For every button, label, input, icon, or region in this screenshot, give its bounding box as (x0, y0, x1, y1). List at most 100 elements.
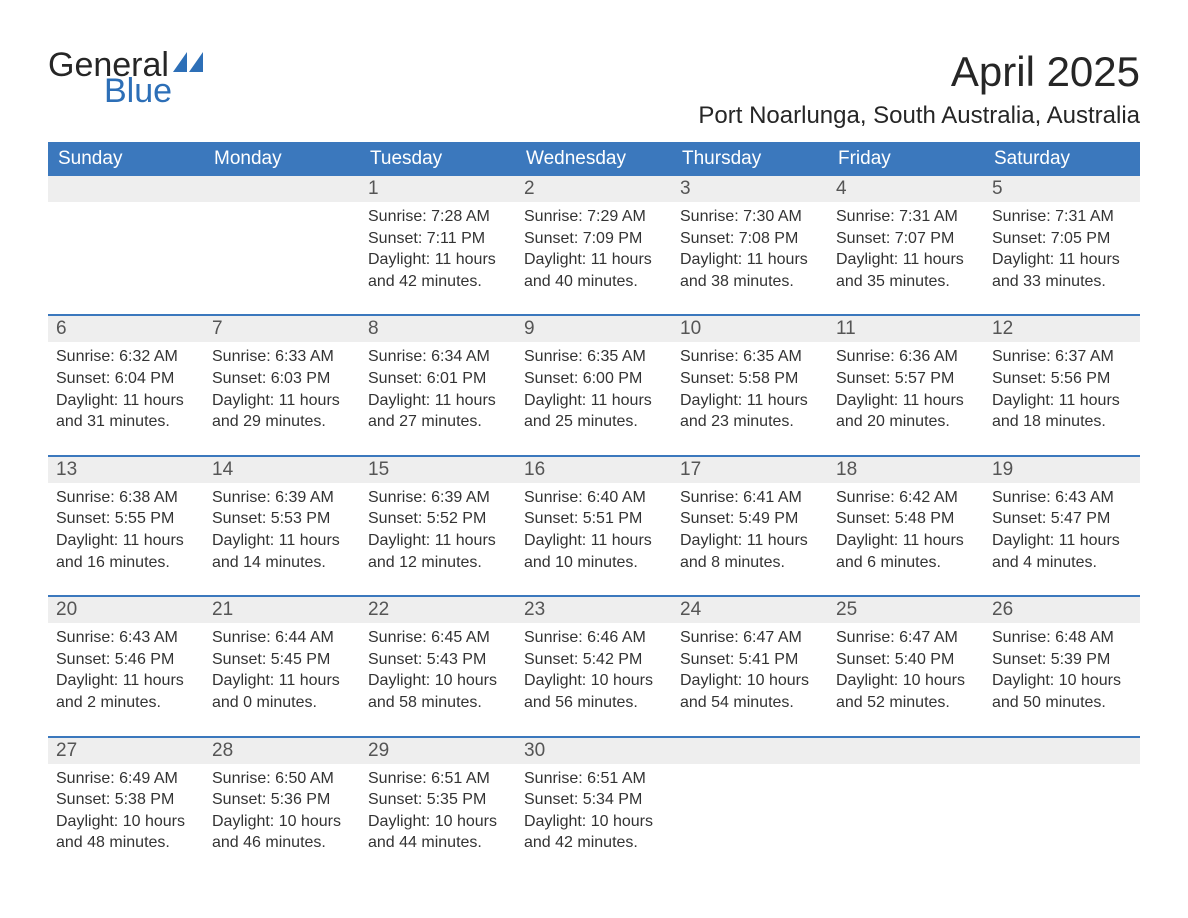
day-number: 4 (828, 176, 984, 202)
daylight-text: Daylight: 11 hours and 35 minutes. (836, 249, 976, 292)
day-number: 1 (360, 176, 516, 202)
daynum-row: 20212223242526 (48, 597, 1140, 623)
daylight-text: Daylight: 11 hours and 33 minutes. (992, 249, 1132, 292)
day-cell (828, 764, 984, 862)
day-cell: Sunrise: 6:49 AMSunset: 5:38 PMDaylight:… (48, 764, 204, 862)
content-row: Sunrise: 6:43 AMSunset: 5:46 PMDaylight:… (48, 623, 1140, 721)
sunrise-text: Sunrise: 6:42 AM (836, 487, 976, 509)
sunset-text: Sunset: 7:11 PM (368, 228, 508, 250)
week-row: 27282930 Sunrise: 6:49 AMSunset: 5:38 PMD… (48, 736, 1140, 862)
day-cell: Sunrise: 6:43 AMSunset: 5:47 PMDaylight:… (984, 483, 1140, 581)
sunrise-text: Sunrise: 6:33 AM (212, 346, 352, 368)
sunrise-text: Sunrise: 6:39 AM (212, 487, 352, 509)
day-cell: Sunrise: 6:42 AMSunset: 5:48 PMDaylight:… (828, 483, 984, 581)
day-cell: Sunrise: 6:37 AMSunset: 5:56 PMDaylight:… (984, 342, 1140, 440)
daylight-text: Daylight: 11 hours and 4 minutes. (992, 530, 1132, 573)
sunrise-text: Sunrise: 6:39 AM (368, 487, 508, 509)
sunset-text: Sunset: 6:04 PM (56, 368, 196, 390)
sunrise-text: Sunrise: 6:43 AM (992, 487, 1132, 509)
day-cell: Sunrise: 6:45 AMSunset: 5:43 PMDaylight:… (360, 623, 516, 721)
day-number (828, 738, 984, 764)
daylight-text: Daylight: 10 hours and 58 minutes. (368, 670, 508, 713)
daylight-text: Daylight: 11 hours and 6 minutes. (836, 530, 976, 573)
daylight-text: Daylight: 10 hours and 46 minutes. (212, 811, 352, 854)
day-cell: Sunrise: 6:39 AMSunset: 5:52 PMDaylight:… (360, 483, 516, 581)
day-cell: Sunrise: 6:48 AMSunset: 5:39 PMDaylight:… (984, 623, 1140, 721)
sunset-text: Sunset: 5:39 PM (992, 649, 1132, 671)
day-number (48, 176, 204, 202)
day-number: 27 (48, 738, 204, 764)
day-number: 12 (984, 316, 1140, 342)
day-cell: Sunrise: 6:47 AMSunset: 5:41 PMDaylight:… (672, 623, 828, 721)
daylight-text: Daylight: 11 hours and 12 minutes. (368, 530, 508, 573)
daylight-text: Daylight: 11 hours and 10 minutes. (524, 530, 664, 573)
day-header: Sunday (48, 142, 204, 176)
sunrise-text: Sunrise: 6:40 AM (524, 487, 664, 509)
sunrise-text: Sunrise: 7:30 AM (680, 206, 820, 228)
sunset-text: Sunset: 7:07 PM (836, 228, 976, 250)
daylight-text: Daylight: 11 hours and 0 minutes. (212, 670, 352, 713)
day-cell: Sunrise: 6:40 AMSunset: 5:51 PMDaylight:… (516, 483, 672, 581)
sunset-text: Sunset: 5:40 PM (836, 649, 976, 671)
day-number: 28 (204, 738, 360, 764)
day-cell: Sunrise: 6:32 AMSunset: 6:04 PMDaylight:… (48, 342, 204, 440)
day-cell: Sunrise: 6:46 AMSunset: 5:42 PMDaylight:… (516, 623, 672, 721)
sunrise-text: Sunrise: 6:51 AM (368, 768, 508, 790)
day-number: 30 (516, 738, 672, 764)
sunrise-text: Sunrise: 7:31 AM (992, 206, 1132, 228)
day-number: 25 (828, 597, 984, 623)
day-number: 18 (828, 457, 984, 483)
day-cell: Sunrise: 7:31 AMSunset: 7:05 PMDaylight:… (984, 202, 1140, 300)
day-cell: Sunrise: 6:51 AMSunset: 5:35 PMDaylight:… (360, 764, 516, 862)
sunset-text: Sunset: 7:08 PM (680, 228, 820, 250)
day-header: Tuesday (360, 142, 516, 176)
day-number: 29 (360, 738, 516, 764)
daynum-row: 12345 (48, 176, 1140, 202)
daylight-text: Daylight: 10 hours and 52 minutes. (836, 670, 976, 713)
sunrise-text: Sunrise: 6:36 AM (836, 346, 976, 368)
daylight-text: Daylight: 11 hours and 40 minutes. (524, 249, 664, 292)
month-title: April 2025 (698, 48, 1140, 96)
day-number: 20 (48, 597, 204, 623)
daylight-text: Daylight: 11 hours and 23 minutes. (680, 390, 820, 433)
daylight-text: Daylight: 11 hours and 2 minutes. (56, 670, 196, 713)
daylight-text: Daylight: 11 hours and 20 minutes. (836, 390, 976, 433)
sunset-text: Sunset: 5:49 PM (680, 508, 820, 530)
week-row: 20212223242526Sunrise: 6:43 AMSunset: 5:… (48, 595, 1140, 721)
sunset-text: Sunset: 5:34 PM (524, 789, 664, 811)
sunset-text: Sunset: 5:53 PM (212, 508, 352, 530)
day-number: 24 (672, 597, 828, 623)
day-number (204, 176, 360, 202)
sunset-text: Sunset: 5:36 PM (212, 789, 352, 811)
day-cell: Sunrise: 7:28 AMSunset: 7:11 PMDaylight:… (360, 202, 516, 300)
logo-flag-icon (173, 52, 203, 76)
daylight-text: Daylight: 11 hours and 25 minutes. (524, 390, 664, 433)
sunset-text: Sunset: 7:09 PM (524, 228, 664, 250)
day-header-row: Sunday Monday Tuesday Wednesday Thursday… (48, 142, 1140, 176)
daylight-text: Daylight: 11 hours and 8 minutes. (680, 530, 820, 573)
sunset-text: Sunset: 5:45 PM (212, 649, 352, 671)
day-number (984, 738, 1140, 764)
day-cell: Sunrise: 6:41 AMSunset: 5:49 PMDaylight:… (672, 483, 828, 581)
day-cell: Sunrise: 6:44 AMSunset: 5:45 PMDaylight:… (204, 623, 360, 721)
sunset-text: Sunset: 6:01 PM (368, 368, 508, 390)
daylight-text: Daylight: 10 hours and 54 minutes. (680, 670, 820, 713)
weeks-container: 12345Sunrise: 7:28 AMSunset: 7:11 PMDayl… (48, 176, 1140, 862)
day-number: 13 (48, 457, 204, 483)
title-block: April 2025 Port Noarlunga, South Austral… (698, 48, 1140, 130)
day-cell: Sunrise: 6:47 AMSunset: 5:40 PMDaylight:… (828, 623, 984, 721)
day-number: 16 (516, 457, 672, 483)
sunrise-text: Sunrise: 6:48 AM (992, 627, 1132, 649)
day-number: 7 (204, 316, 360, 342)
daylight-text: Daylight: 10 hours and 56 minutes. (524, 670, 664, 713)
day-cell (204, 202, 360, 300)
sunset-text: Sunset: 5:47 PM (992, 508, 1132, 530)
day-header: Thursday (672, 142, 828, 176)
sunset-text: Sunset: 5:58 PM (680, 368, 820, 390)
content-row: Sunrise: 6:49 AMSunset: 5:38 PMDaylight:… (48, 764, 1140, 862)
header: General Blue April 2025 Port Noarlunga, … (48, 48, 1140, 130)
day-number: 6 (48, 316, 204, 342)
sunrise-text: Sunrise: 6:46 AM (524, 627, 664, 649)
logo-text-blue: Blue (104, 74, 203, 108)
sunrise-text: Sunrise: 6:51 AM (524, 768, 664, 790)
